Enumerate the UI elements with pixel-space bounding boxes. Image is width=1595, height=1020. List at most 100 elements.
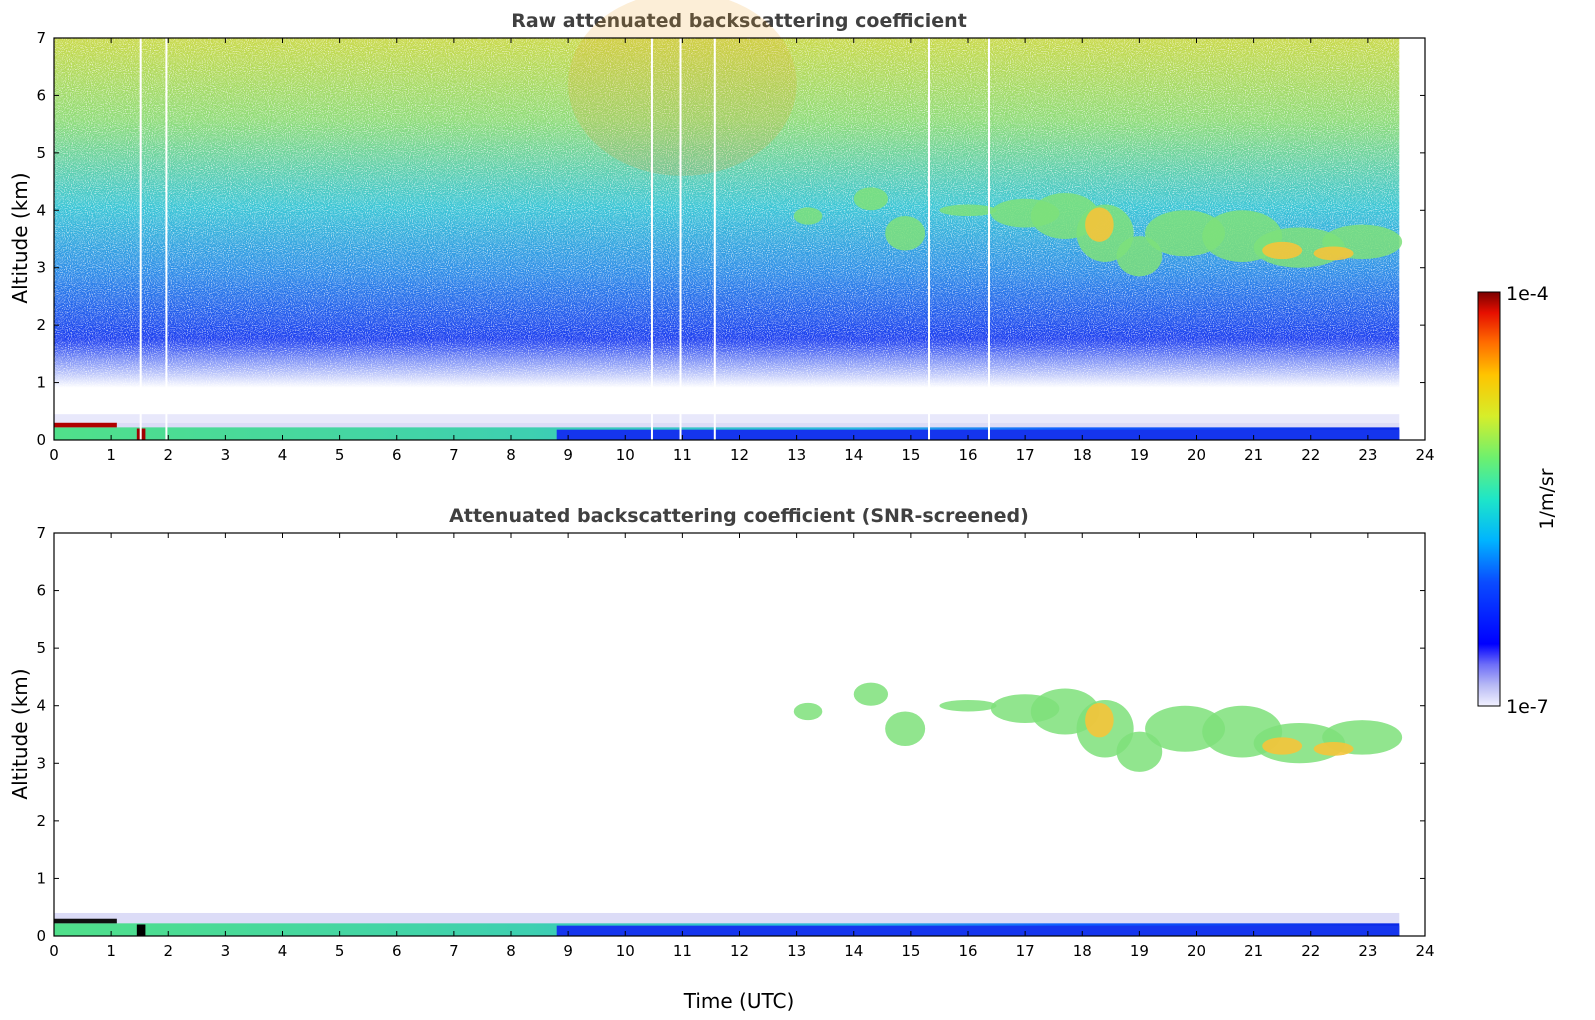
x-tick-label: 1 [106, 942, 116, 960]
upper-warm-region [568, 0, 797, 176]
low-cloud-spike [136, 924, 146, 936]
x-tick-label: 10 [616, 446, 635, 464]
x-tick-label: 0 [49, 446, 59, 464]
aerosol-layer-blob [885, 711, 926, 747]
x-tick-label: 9 [563, 942, 573, 960]
x-ticks: 0 1 2 3 4 5 6 7 8 9 10 11 12 13 14 15 16 17 18 19 20 21 22 23 24 [49, 533, 1435, 960]
data-gap [713, 38, 716, 440]
data-gap [650, 38, 653, 440]
x-tick-label: 3 [221, 942, 231, 960]
plot-area [53, 532, 1426, 937]
x-tick-label: 23 [1358, 942, 1377, 960]
x-tick-label: 17 [1016, 942, 1035, 960]
chart-title: Attenuated backscattering coefficient (S… [449, 505, 1029, 527]
x-tick-label: 5 [335, 446, 345, 464]
x-tick-label: 9 [563, 446, 573, 464]
x-tick-label: 4 [278, 942, 288, 960]
x-ticks: 0 1 2 3 4 5 6 7 8 9 10 11 12 13 14 15 16 17 18 19 20 21 22 23 24 [49, 38, 1435, 464]
x-tick-label: 12 [730, 942, 749, 960]
y-tick-label: 7 [36, 524, 46, 542]
data-gap [165, 38, 168, 440]
x-tick-label: 4 [278, 446, 288, 464]
x-tick-label: 21 [1244, 446, 1263, 464]
low-cloud [54, 422, 117, 428]
aerosol-layer-blob [939, 699, 997, 712]
y-tick-label: 4 [36, 697, 46, 715]
x-tick-label: 8 [506, 446, 516, 464]
x-tick-label: 24 [1415, 942, 1434, 960]
x-tick-label: 6 [392, 942, 402, 960]
aerosol-layer-blob [1116, 731, 1163, 772]
x-tick-label: 12 [730, 446, 749, 464]
x-tick-label: 11 [673, 446, 692, 464]
aerosol-layer-blob [793, 702, 823, 721]
x-tick-label: 19 [1130, 942, 1149, 960]
aerosol-layer-blob [853, 682, 889, 706]
colorbar-max-label: 1e-4 [1506, 283, 1549, 305]
y-tick-label: 1 [36, 374, 46, 392]
y-tick-label: 0 [36, 927, 46, 945]
x-tick-label: 15 [901, 942, 920, 960]
x-tick-label: 14 [844, 446, 863, 464]
y-tick-label: 2 [36, 812, 46, 830]
x-tick-label: 21 [1244, 942, 1263, 960]
aerosol-layer-blob [853, 187, 889, 211]
aerosol-layer-core [1313, 246, 1354, 261]
aerosol-layer-core [1313, 741, 1354, 756]
colorbar: 1e-4 1e-7 1/m/sr [1477, 283, 1558, 718]
x-tick-label: 5 [335, 942, 345, 960]
x-axis-label: Time (UTC) [683, 989, 795, 1013]
y-tick-label: 3 [36, 754, 46, 772]
chart-title: Raw attenuated backscattering coefficien… [511, 10, 967, 32]
low-cloud [54, 918, 117, 924]
y-tick-label: 6 [36, 582, 46, 600]
x-tick-label: 17 [1016, 446, 1035, 464]
y-tick-label: 0 [36, 431, 46, 449]
y-tick-label: 6 [36, 86, 46, 104]
x-tick-label: 24 [1415, 446, 1434, 464]
x-tick-label: 16 [958, 446, 977, 464]
surface-layer-dense [556, 925, 1400, 936]
x-tick-label: 13 [787, 942, 806, 960]
x-tick-label: 19 [1130, 446, 1149, 464]
x-tick-label: 7 [449, 942, 459, 960]
pale-band [54, 414, 1400, 423]
y-ticks: 0 1 2 3 4 5 6 7 [36, 29, 1425, 449]
x-tick-label: 15 [901, 446, 920, 464]
aerosol-layer-core [1085, 702, 1114, 738]
x-tick-label: 8 [506, 942, 516, 960]
x-tick-label: 22 [1301, 942, 1320, 960]
x-tick-label: 3 [221, 446, 231, 464]
x-tick-label: 1 [106, 446, 116, 464]
aerosol-layer-blob [939, 204, 997, 217]
data-gap [928, 38, 931, 440]
x-tick-label: 16 [958, 942, 977, 960]
aerosol-layer-blob [1116, 236, 1163, 277]
data-gap [987, 38, 990, 440]
x-tick-label: 6 [392, 446, 402, 464]
aerosol-layer-blob [885, 216, 926, 251]
y-tick-label: 1 [36, 869, 46, 887]
aerosol-layer-blob [793, 207, 823, 225]
surface-layer-dense [556, 429, 1400, 440]
y-tick-label: 5 [36, 639, 46, 657]
x-tick-label: 20 [1187, 446, 1206, 464]
data-gap [679, 38, 682, 440]
colorbar-min-label: 1e-7 [1506, 696, 1549, 718]
colorbar-unit-label: 1/m/sr [1536, 468, 1558, 529]
raw-backscatter-panel: Raw attenuated backscattering coefficien… [8, 0, 1435, 464]
data-gap [139, 38, 142, 440]
x-tick-label: 11 [673, 942, 692, 960]
aerosol-layer-core [1262, 737, 1303, 755]
aerosol-layer-core [1085, 207, 1114, 242]
y-axis-label: Altitude (km) [8, 172, 32, 303]
y-axis-label: Altitude (km) [8, 668, 32, 799]
x-tick-label: 20 [1187, 942, 1206, 960]
x-tick-label: 13 [787, 446, 806, 464]
x-tick-label: 23 [1358, 446, 1377, 464]
x-tick-label: 2 [163, 446, 173, 464]
x-tick-label: 18 [1073, 446, 1092, 464]
aerosol-layer-core [1262, 241, 1303, 260]
y-tick-label: 4 [36, 201, 46, 219]
